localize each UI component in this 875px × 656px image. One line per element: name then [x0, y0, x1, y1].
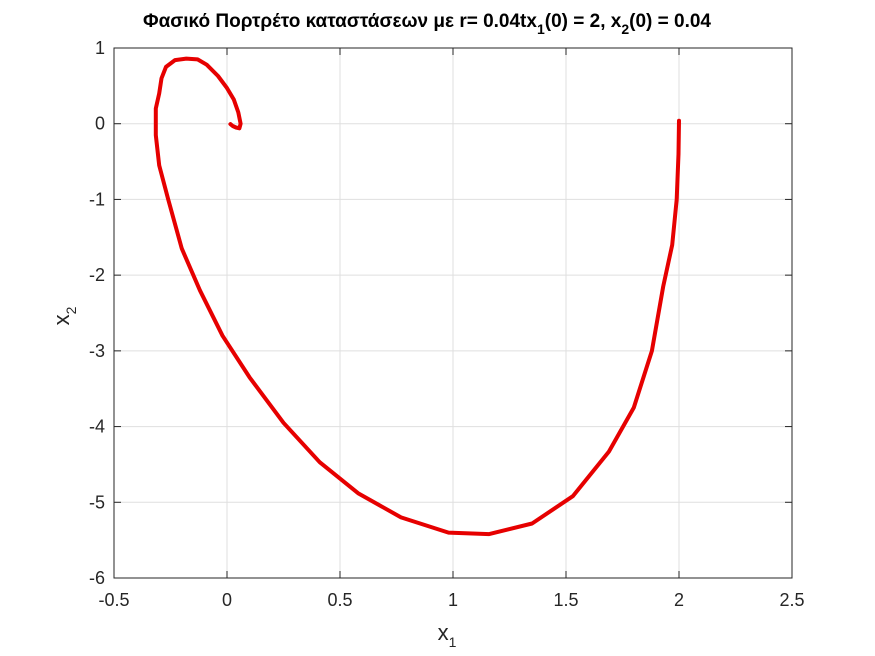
y-tick-label: -2 [89, 265, 105, 285]
x-tick-label: 1.5 [553, 590, 578, 610]
x-axis-label-subscript: 1 [449, 634, 457, 650]
title-mid: (0) = 2, x [545, 11, 622, 32]
x-tick-label: 1 [448, 590, 458, 610]
x-tick-label: 2.5 [779, 590, 804, 610]
y-axis-label-base: x [49, 314, 74, 325]
y-axis-label-subscript: 2 [63, 306, 79, 314]
x-axis-label: x1 [438, 620, 457, 650]
series-line [153, 56, 681, 537]
x-tick-label: -0.5 [98, 590, 129, 610]
series-layer [153, 56, 681, 537]
tick-labels: -0.5 0 0.5 1 1.5 2 2.5 -6 -5 -4 -3 -2 -1 0 1 [89, 38, 805, 610]
x-tick-label: 0 [222, 590, 232, 610]
y-tick-label: -6 [89, 568, 105, 588]
x-tick-label: 2 [674, 590, 684, 610]
y-axis-label: x2 [49, 306, 79, 325]
x-axis-label-base: x [438, 620, 449, 645]
title-subscript-2: 2 [621, 21, 629, 37]
title-main: Φασικό Πορτρέτο καταστάσεων με r= 0.04tx [143, 11, 537, 32]
y-tick-label: -4 [89, 417, 105, 437]
chart-title: Φασικό Πορτρέτο καταστάσεων με r= 0.04tx… [143, 11, 711, 37]
y-tick-label: -3 [89, 341, 105, 361]
y-tick-label: -5 [89, 492, 105, 512]
y-tick-label: 0 [95, 114, 105, 134]
title-subscript-1: 1 [537, 21, 545, 37]
title-end: (0) = 0.04 [629, 11, 711, 32]
x-tick-label: 0.5 [327, 590, 352, 610]
tick-marks [113, 47, 793, 579]
y-tick-label: 1 [95, 38, 105, 58]
y-tick-label: -1 [89, 189, 105, 209]
